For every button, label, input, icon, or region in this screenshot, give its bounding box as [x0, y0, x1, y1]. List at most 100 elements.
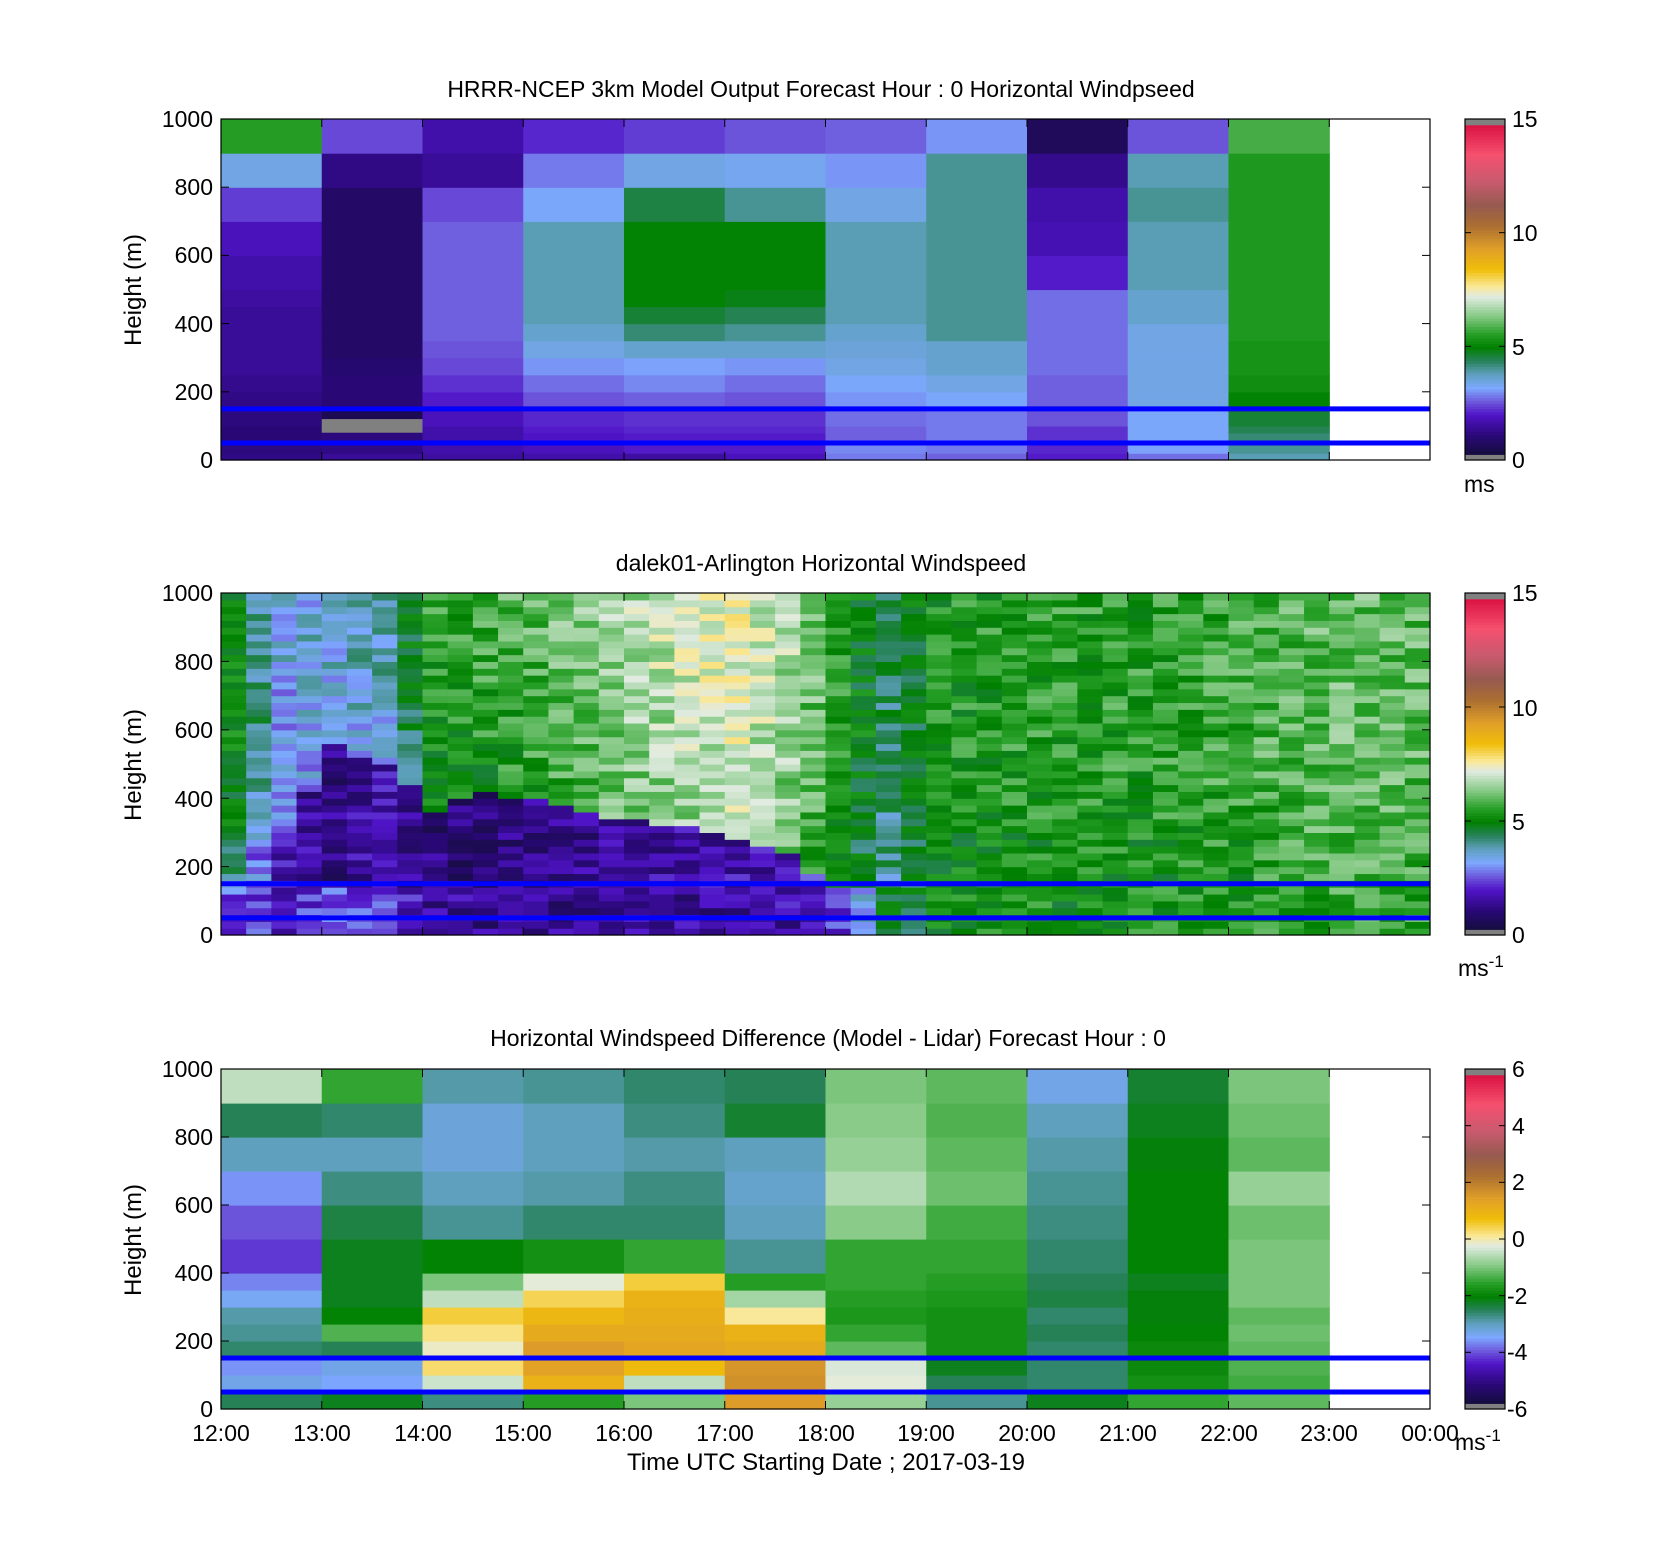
heatmap-cell	[850, 681, 877, 690]
colorbar-swatch	[1465, 932, 1505, 936]
heatmap-cell	[1027, 593, 1053, 601]
heatmap-cell	[901, 647, 927, 656]
heatmap-cell	[422, 606, 449, 615]
heatmap-cell	[800, 688, 827, 697]
heatmap-cell	[1127, 634, 1154, 642]
heatmap-cell	[221, 1171, 323, 1206]
heatmap-cell	[523, 599, 550, 608]
colorbar-swatch	[1465, 1383, 1505, 1387]
heatmap-cell	[447, 675, 474, 683]
heatmap-cell	[875, 770, 902, 779]
colorbar-swatch	[1465, 1247, 1505, 1251]
heatmap-cell	[271, 627, 298, 635]
heatmap-cell	[321, 921, 348, 929]
heatmap-cell	[1027, 921, 1053, 929]
y-axis-label-difference: Height (m)	[120, 1184, 147, 1296]
heatmap-cell	[825, 323, 927, 342]
heatmap-cell	[372, 743, 398, 751]
colorbar-swatch	[1465, 855, 1505, 859]
heatmap-cell	[749, 716, 776, 724]
heatmap-cell	[346, 709, 373, 717]
heatmap-cell	[221, 873, 247, 881]
heatmap-cell	[246, 695, 272, 704]
heatmap-cell	[1253, 688, 1280, 697]
heatmap-cell	[422, 859, 449, 868]
heatmap-cell	[1178, 825, 1204, 833]
heatmap-cell	[1228, 1171, 1330, 1206]
heatmap-cell	[548, 852, 575, 861]
colorbar-unit-difference: ms-1	[1455, 1426, 1501, 1455]
heatmap-cell	[1178, 661, 1204, 669]
heatmap-cell	[598, 839, 625, 847]
heatmap-cell	[321, 668, 348, 676]
heatmap-cell	[926, 432, 1028, 444]
colorbar-swatch	[1465, 1298, 1505, 1302]
heatmap-cell	[548, 750, 575, 758]
heatmap-cell	[523, 743, 550, 751]
heatmap-cell	[875, 681, 902, 690]
heatmap-cell	[321, 432, 424, 444]
heatmap-cell	[1127, 357, 1230, 376]
heatmap-cell	[1127, 887, 1154, 895]
heatmap-cell	[875, 928, 902, 936]
heatmap-cell	[1253, 743, 1280, 751]
colorbar-swatch	[1465, 397, 1505, 401]
heatmap-cell	[1127, 846, 1154, 854]
heatmap-cell	[1052, 627, 1078, 635]
heatmap-cell	[1354, 640, 1381, 649]
heatmap-cell	[296, 627, 323, 635]
heatmap-cell	[523, 661, 550, 669]
colorbar-swatch	[1465, 209, 1505, 214]
heatmap-cell	[1404, 620, 1431, 628]
heatmap-cell	[775, 681, 801, 690]
heatmap-cell	[498, 777, 524, 786]
heatmap-cell	[825, 825, 852, 833]
heatmap-cell	[749, 606, 776, 615]
heatmap-cell	[649, 887, 675, 895]
heatmap-cell	[775, 777, 801, 786]
heatmap-cell	[447, 716, 474, 724]
heatmap-cell	[1329, 620, 1356, 628]
heatmap-cell	[598, 729, 625, 738]
heatmap-cell	[346, 839, 373, 847]
heatmap-cell	[1052, 736, 1078, 745]
heatmap-cell	[321, 825, 348, 833]
heatmap-cell	[926, 907, 953, 916]
heatmap-cell	[724, 791, 751, 799]
heatmap-cell	[1329, 729, 1356, 738]
heatmap-cell	[221, 1205, 323, 1240]
heatmap-cell	[397, 825, 424, 833]
heatmap-cell	[775, 688, 801, 697]
heatmap-cell	[422, 323, 524, 342]
heatmap-cell	[1404, 805, 1431, 813]
heatmap-cell	[321, 811, 348, 820]
heatmap-cell	[674, 736, 701, 745]
heatmap-cell	[624, 255, 726, 291]
heatmap-cell	[1102, 681, 1129, 690]
heatmap-cell	[422, 432, 524, 444]
heatmap-cell	[1077, 907, 1104, 916]
colorbar-swatch	[1465, 712, 1505, 717]
heatmap-cell	[1077, 818, 1104, 827]
heatmap-cell	[951, 805, 978, 813]
x-tick: 16:00	[595, 1420, 653, 1446]
heatmap-cell	[1354, 722, 1381, 731]
heatmap-cell	[1077, 798, 1104, 806]
heatmap-cell	[1001, 620, 1028, 628]
heatmap-cell	[498, 613, 524, 621]
colorbar-swatch	[1465, 1369, 1505, 1373]
heatmap-cell	[699, 709, 726, 717]
heatmap-cell	[1052, 811, 1078, 820]
heatmap-cell	[498, 709, 524, 717]
heatmap-cell	[296, 716, 323, 724]
heatmap-cell	[1304, 887, 1330, 895]
heatmap-cell	[1152, 921, 1179, 929]
heatmap-cell	[397, 681, 424, 690]
heatmap-cell	[951, 921, 978, 929]
heatmap-cell	[1253, 777, 1280, 786]
heatmap-cell	[699, 777, 726, 786]
heatmap-cell	[901, 764, 927, 772]
colorbar-swatch	[1465, 184, 1505, 188]
heatmap-cell	[1052, 599, 1078, 608]
heatmap-cell	[548, 688, 575, 697]
